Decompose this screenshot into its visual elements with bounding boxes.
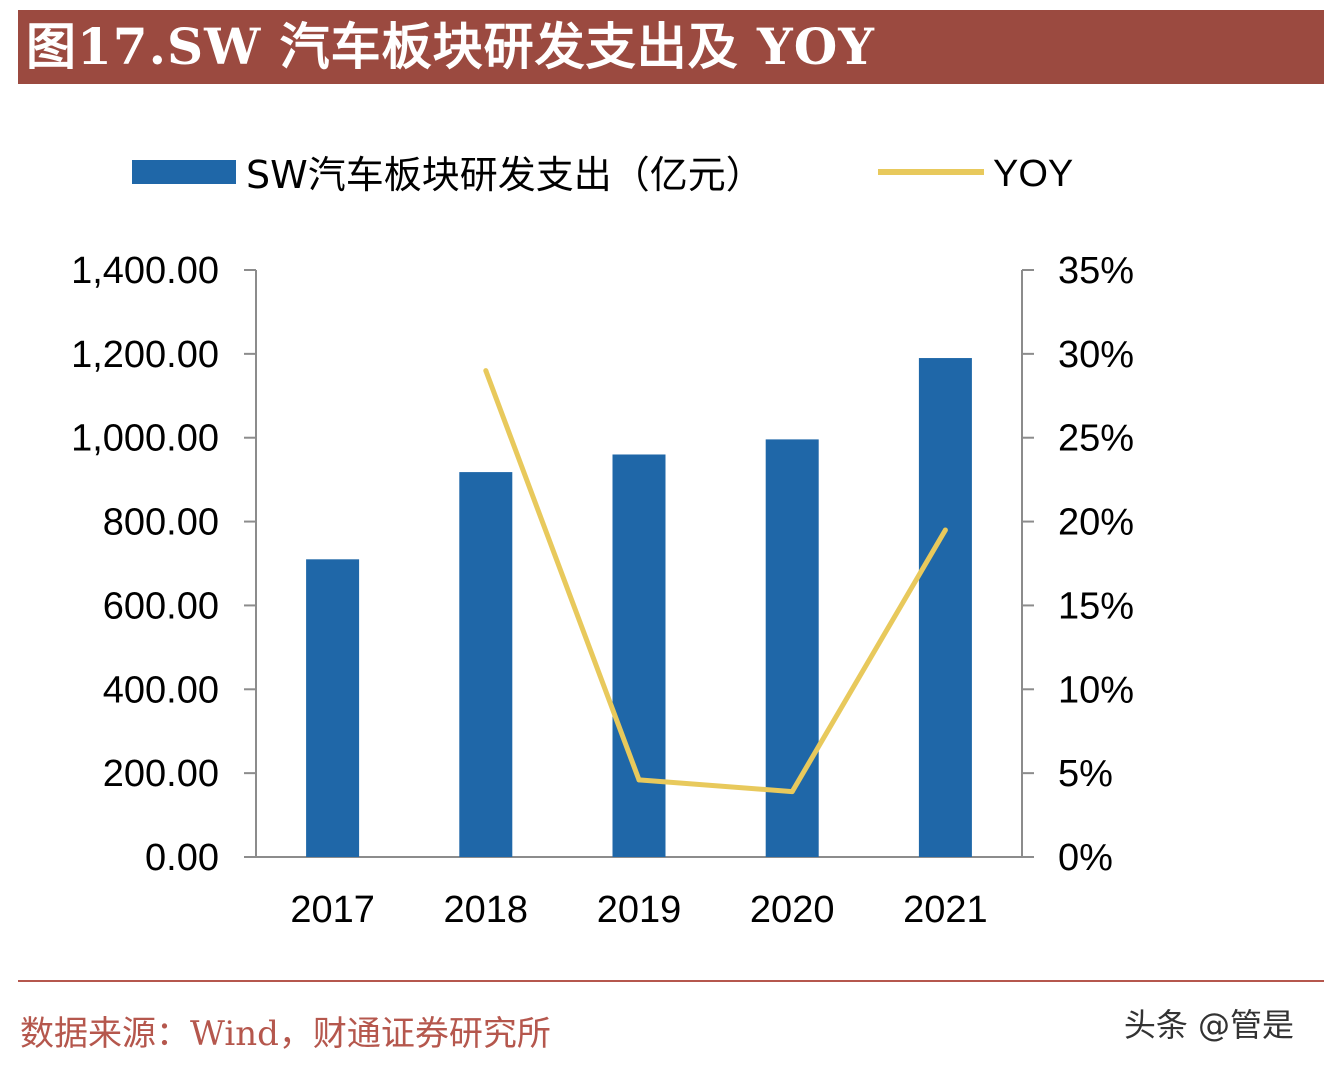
bar (612, 454, 666, 857)
source-note: 数据来源：Wind，财通证券研究所 (20, 1014, 551, 1054)
legend-line-label: YOY (993, 153, 1073, 195)
yoy-point (483, 368, 489, 374)
y-right-tick-label: 20% (1058, 502, 1134, 544)
legend-bar-swatch (132, 160, 236, 184)
y-left-tick-label: 1,000.00 (71, 418, 219, 460)
x-tick-label: 2018 (444, 889, 529, 931)
y-right-tick-label: 0% (1058, 837, 1113, 879)
legend-bar-label: SW汽车板块研发支出（亿元） (246, 153, 764, 197)
yoy-point (789, 789, 795, 795)
chart-title: 图17.SW 汽车板块研发支出及 YOY (26, 17, 876, 76)
bar (918, 358, 972, 857)
watermark: 头条 @管是 (1123, 1006, 1294, 1044)
y-left-tick-label: 1,200.00 (71, 334, 219, 376)
divider (18, 980, 1324, 982)
x-tick-label: 2017 (290, 889, 375, 931)
chart: 0.00 200.00 400.00 600.00 800.00 1,000.00 1,20… (71, 153, 1134, 931)
y-left-tick-label: 400.00 (103, 669, 219, 711)
yoy-point (636, 777, 642, 783)
y-right-tick-label: 30% (1058, 334, 1134, 376)
y-right-tick-label: 15% (1058, 585, 1134, 627)
y-left-tick-label: 800.00 (103, 502, 219, 544)
y-right-tick-label: 25% (1058, 418, 1134, 460)
x-tick-label: 2019 (597, 889, 682, 931)
bar (765, 439, 819, 857)
y-right-tick-label: 35% (1058, 250, 1134, 292)
x-tick-label: 2021 (903, 889, 988, 931)
y-left-tick-label: 200.00 (103, 753, 219, 795)
title-bar: 图17.SW 汽车板块研发支出及 YOY (18, 10, 1324, 84)
y-left-tick-label: 0.00 (145, 837, 219, 879)
y-left-tick-label: 600.00 (103, 585, 219, 627)
bar (306, 559, 360, 857)
y-left-tick-label: 1,400.00 (71, 250, 219, 292)
yoy-point (942, 527, 948, 533)
yoy-line (483, 369, 948, 795)
x-tick-label: 2020 (750, 889, 835, 931)
y-right-tick-label: 10% (1058, 669, 1134, 711)
bar (459, 472, 513, 857)
y-right-tick-label: 5% (1058, 753, 1113, 795)
